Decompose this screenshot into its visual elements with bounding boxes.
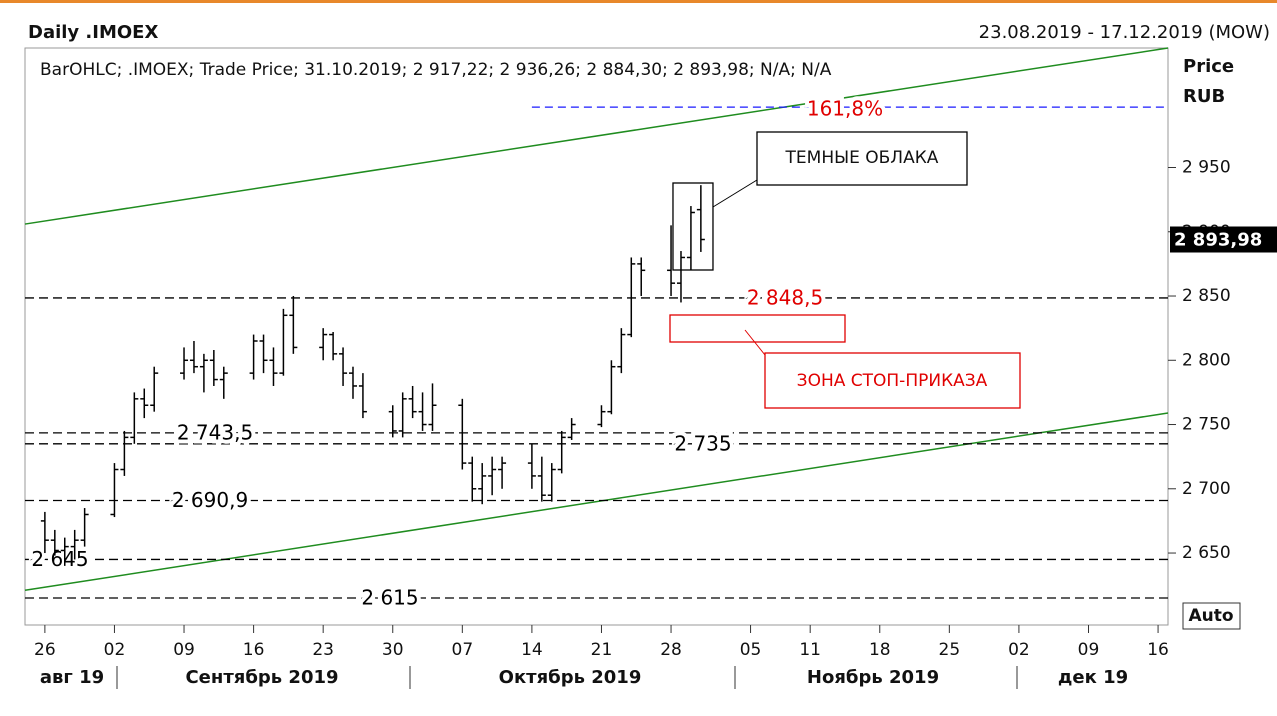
- annotation: ЗОНА СТОП-ПРИКАЗА: [797, 371, 988, 391]
- level-label: 2 615: [361, 586, 418, 610]
- x-tick-label: 25: [939, 640, 961, 660]
- x-tick-label: 26: [34, 640, 56, 660]
- auto-button[interactable]: [1182, 602, 1241, 630]
- level-label: 2 735: [674, 431, 731, 455]
- x-tick-label: 30: [382, 640, 404, 660]
- x-tick-label: 28: [660, 640, 682, 660]
- x-tick-label: 07: [452, 640, 474, 660]
- level-label: 2 690,9: [172, 488, 248, 512]
- y-unit: RUB: [1183, 86, 1225, 107]
- month-label: дек 19: [1058, 667, 1128, 688]
- month-label: Октябрь 2019: [499, 667, 642, 688]
- y-label: Price: [1183, 56, 1234, 77]
- x-tick-label: 16: [1147, 640, 1169, 660]
- x-tick-label: 09: [173, 640, 195, 660]
- last-price-label: 2 893,98: [1174, 230, 1262, 251]
- x-tick-label: 18: [869, 640, 891, 660]
- connector: [744, 329, 766, 356]
- month-label: Ноябрь 2019: [807, 667, 939, 688]
- y-tick-label: 2 850: [1182, 286, 1231, 306]
- plot-frame: [24, 47, 1169, 626]
- legend-text: BarOHLC; .IMOEX; Trade Price; 31.10.2019…: [40, 60, 832, 80]
- annotation: ТЕМНЫЕ ОБЛАКА: [785, 148, 939, 168]
- level-label: 2 848,5: [747, 285, 823, 309]
- x-tick-label: 16: [243, 640, 265, 660]
- x-tick-label: 09: [1078, 640, 1100, 660]
- x-tick-label: 21: [591, 640, 613, 660]
- x-tick-label: 02: [1008, 640, 1030, 660]
- annotation-box: [764, 352, 1021, 409]
- level-label: 2 743,5: [177, 420, 253, 444]
- pattern-box: [672, 182, 714, 271]
- fib-label: 161,8%: [807, 97, 883, 121]
- annotation-box: [756, 131, 968, 186]
- connector: [712, 179, 758, 208]
- level-label: 2 645: [31, 547, 88, 571]
- x-tick-label: 02: [104, 640, 126, 660]
- y-tick-label: 2 650: [1182, 543, 1231, 563]
- trendline: [24, 412, 1169, 592]
- x-tick-label: 11: [799, 640, 821, 660]
- auto-label[interactable]: Auto: [1188, 606, 1233, 626]
- top-border: [0, 0, 1277, 3]
- last-price-box: [1170, 226, 1277, 253]
- y-tick-label: 2 950: [1182, 158, 1231, 178]
- y-tick-label: 2 800: [1182, 350, 1231, 370]
- x-tick-label: 14: [521, 640, 543, 660]
- month-label: Сентябрь 2019: [185, 667, 338, 688]
- month-label: авг 19: [40, 667, 104, 688]
- y-tick-label: 2 700: [1182, 479, 1231, 499]
- stop-zone: [669, 314, 846, 343]
- chart-subtitle: 23.08.2019 - 17.12.2019 (MOW): [979, 22, 1270, 43]
- y-tick-label: 2 750: [1182, 415, 1231, 435]
- trendline: [24, 47, 1169, 225]
- chart-title: Daily .IMOEX: [28, 22, 158, 43]
- x-tick-label: 05: [740, 640, 762, 660]
- x-tick-label: 23: [312, 640, 334, 660]
